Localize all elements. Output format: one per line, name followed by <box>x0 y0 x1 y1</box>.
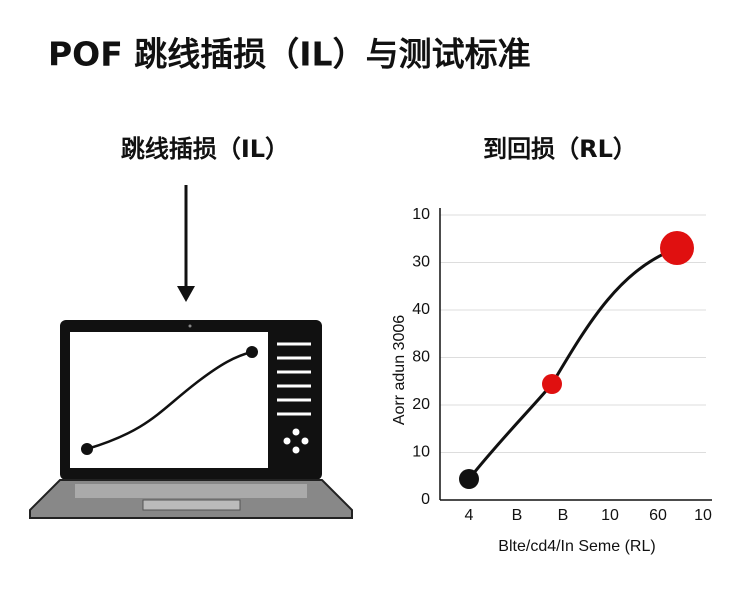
y-tick-label: 30 <box>412 254 430 271</box>
left-heading: 跳线插损（IL） <box>121 135 289 163</box>
y-tick-label: 20 <box>412 396 430 413</box>
y-tick-label: 0 <box>421 491 430 508</box>
x-tick-label: 4 <box>465 507 474 524</box>
page-title: POF 跳线插损（IL）与测试标准 <box>48 35 531 74</box>
laptop <box>29 320 353 519</box>
y-axis-label: Aorr adun 3006 <box>391 315 408 425</box>
x-axis-label: Blte/cd4/In Seme (RL) <box>498 538 655 555</box>
x-tick-label: 60 <box>649 507 667 524</box>
right-heading: 到回损（RL） <box>483 135 637 163</box>
y-tick-label: 10 <box>412 206 430 223</box>
x-tick-label: B <box>512 507 523 524</box>
x-tick-label: 10 <box>601 507 619 524</box>
y-tick-label: 10 <box>412 444 430 461</box>
y-tick-label: 40 <box>412 301 430 318</box>
y-tick-label: 80 <box>412 349 430 366</box>
arrow <box>177 185 195 302</box>
x-tick-label: B <box>558 507 569 524</box>
x-tick-label: 10 <box>694 507 712 524</box>
